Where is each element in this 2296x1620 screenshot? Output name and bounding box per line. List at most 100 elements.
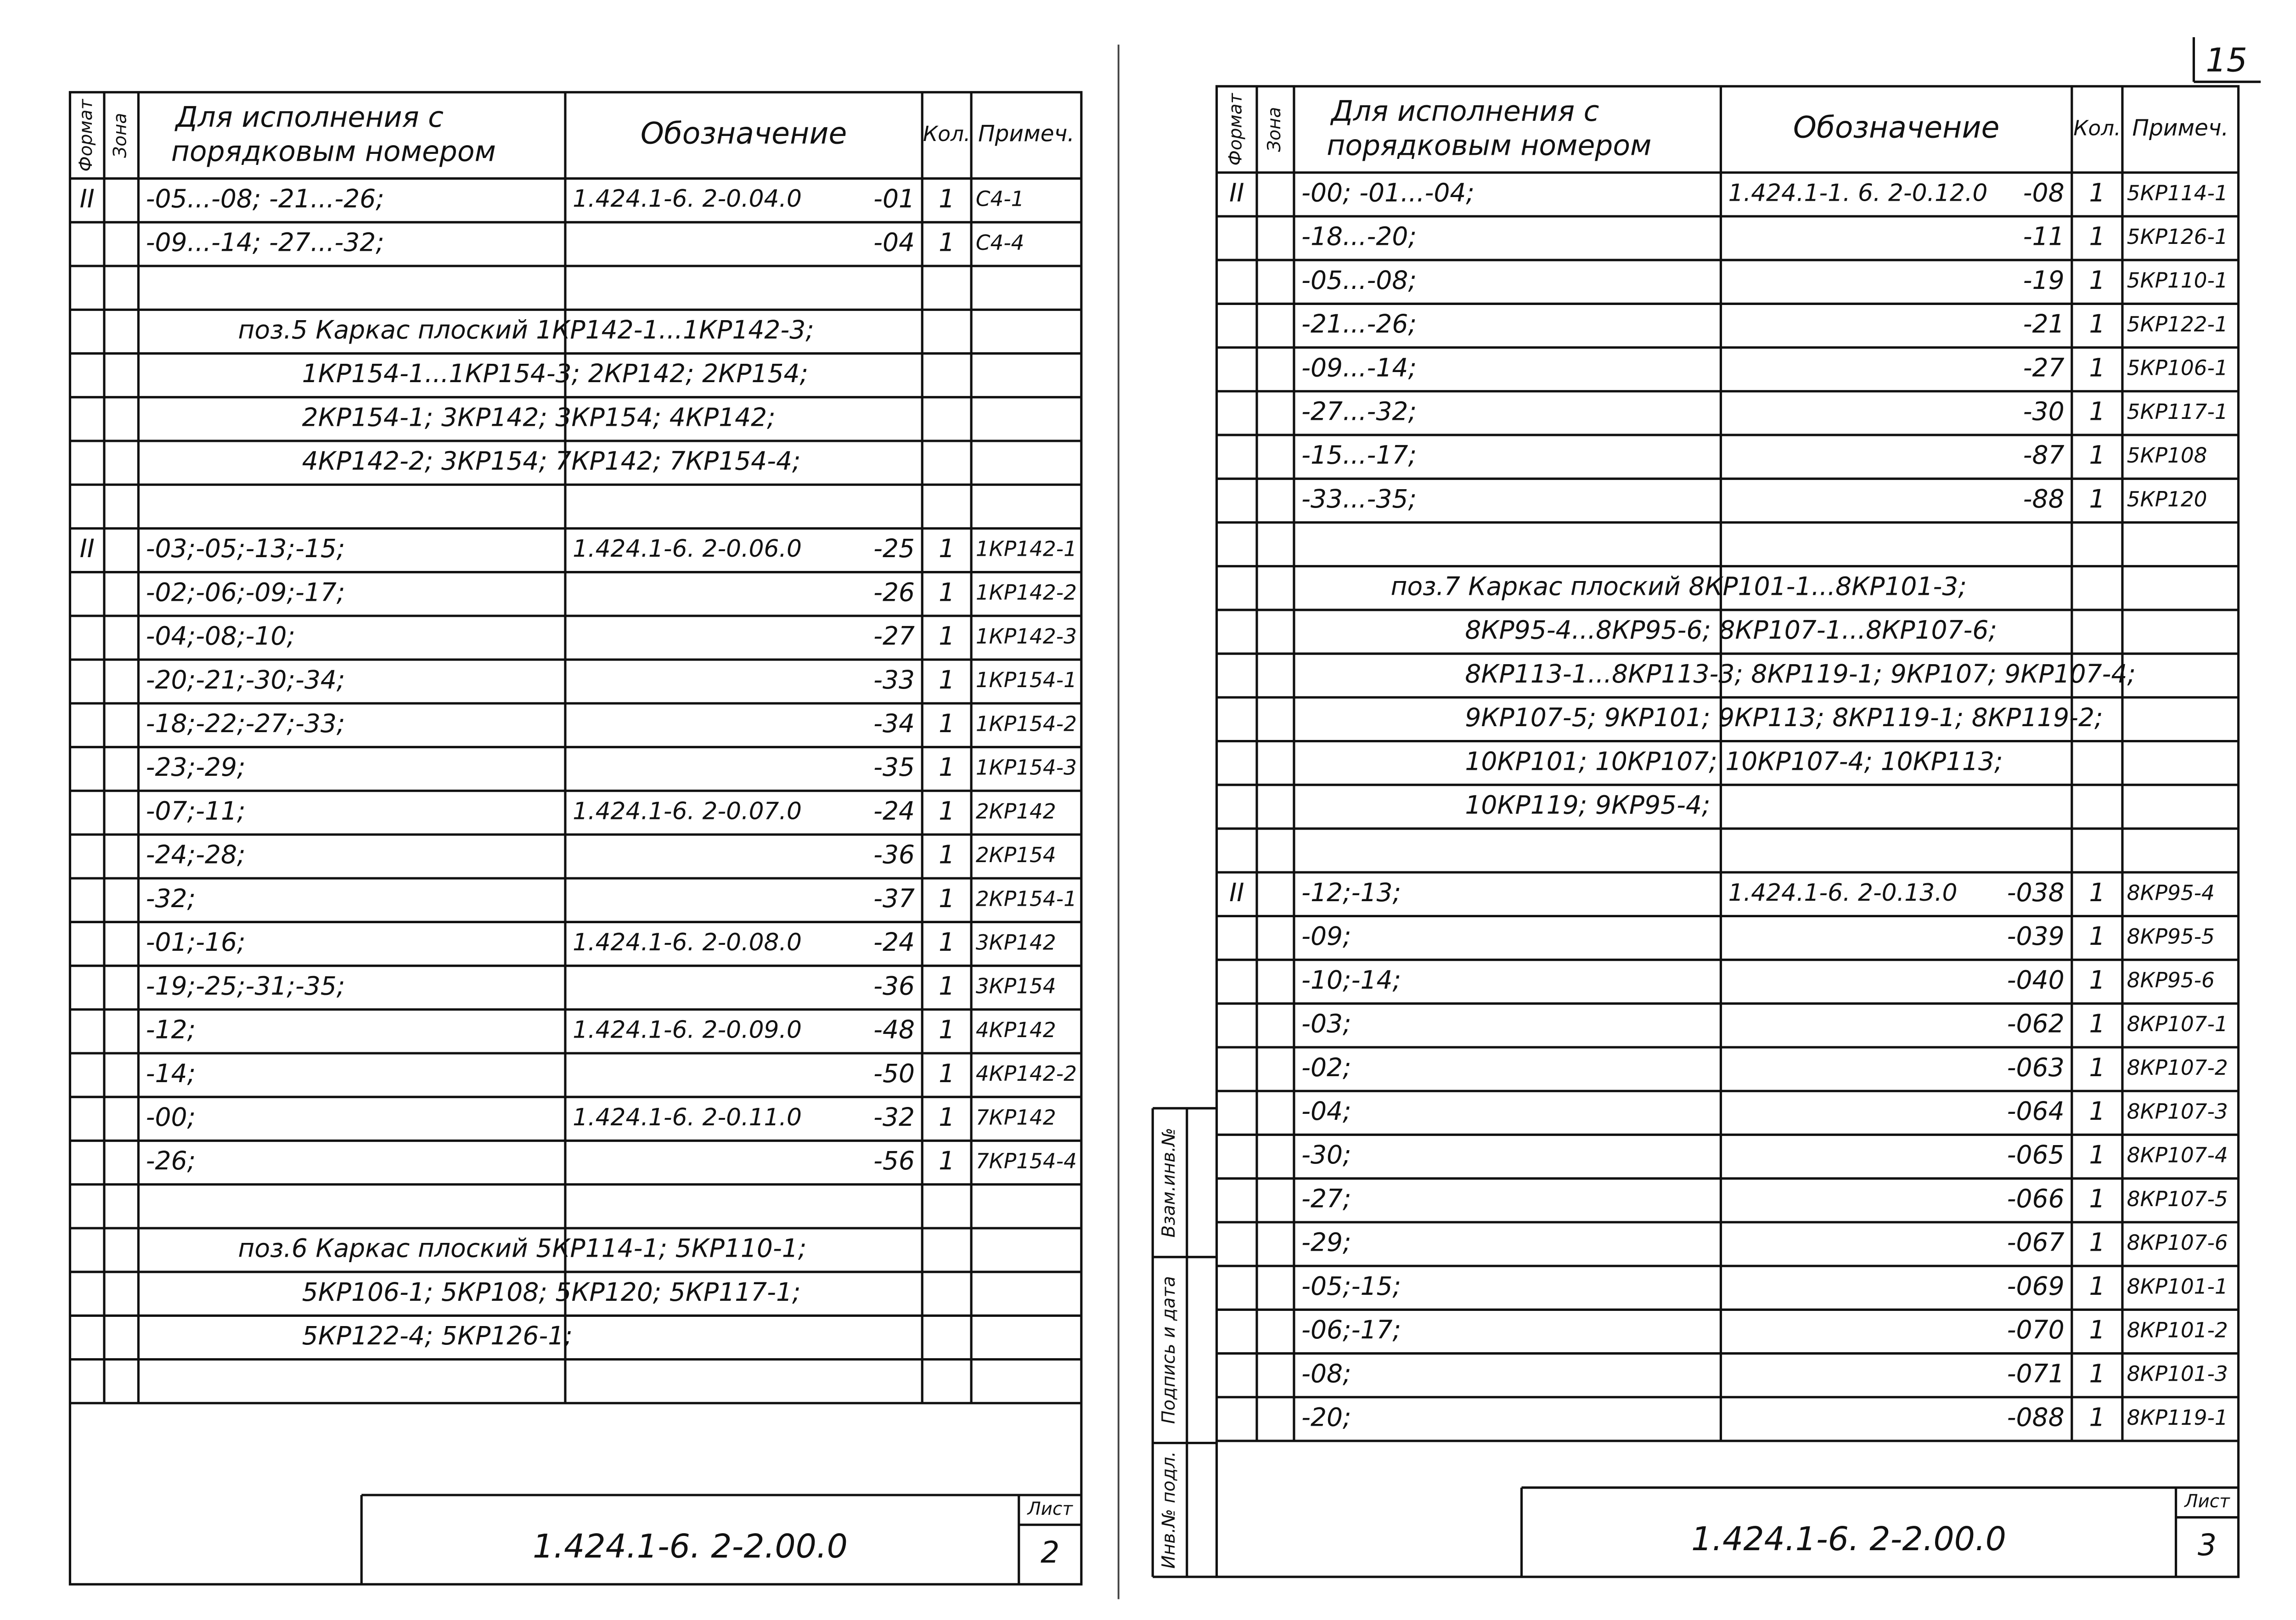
cell-exec: -19;-25;-31;-35; — [146, 971, 345, 1000]
cell-format: II — [1229, 178, 1244, 207]
cell-format: II — [1229, 878, 1244, 907]
position-line: 5КР106-1; 5КР108; 5КР120; 5КР117-1; — [302, 1277, 801, 1307]
cell-note: С4-4 — [976, 231, 1024, 255]
cell-qty: 1 — [939, 1015, 955, 1044]
cell-code: -19 — [2023, 265, 2065, 295]
sheet-number: 2 — [1041, 1535, 1059, 1570]
cell-designation: 1.424.1-6. 2-0.08.0 — [573, 929, 802, 956]
cell-note: 8КР101-3 — [2127, 1362, 2228, 1386]
cell-qty: 1 — [2089, 1359, 2105, 1388]
page-number: 15 — [2206, 41, 2247, 79]
cell-code: -066 — [2007, 1184, 2065, 1213]
cell-note: 8КР95-6 — [2127, 968, 2215, 993]
cell-qty: 1 — [2089, 178, 2105, 207]
cell-code: -24 — [873, 927, 915, 957]
cell-code: -34 — [873, 709, 915, 738]
cell-note: 8КР101-2 — [2127, 1318, 2228, 1343]
position-line: поз.5 Каркас плоский 1КР142-1...1КР142-3… — [238, 315, 814, 344]
position-line: 1КР154-1...1КР154-3; 2КР142; 2КР154; — [302, 359, 808, 388]
cell-exec: -05...-08; -21...-26; — [146, 184, 384, 213]
cell-exec: -10;-14; — [1301, 965, 1401, 994]
cell-note: 1КР142-2 — [976, 581, 1077, 605]
cell-code: -064 — [2007, 1096, 2065, 1126]
cell-code: -21 — [2023, 309, 2065, 339]
cell-code: -040 — [2007, 965, 2065, 994]
cell-exec: -05;-15; — [1301, 1271, 1401, 1301]
cell-exec: -12; — [146, 1015, 196, 1044]
cell-note: 7КР142 — [976, 1105, 1056, 1129]
position-line: 10КР119; 9КР95-4; — [1465, 790, 1710, 819]
cell-qty: 1 — [939, 1059, 955, 1088]
cell-note: 1КР142-1 — [976, 537, 1077, 561]
header-qty: Кол. — [2073, 116, 2121, 140]
cell-exec: -24;-28; — [146, 840, 246, 869]
cell-code: -070 — [2007, 1315, 2065, 1344]
cell-exec: -09; — [1301, 921, 1351, 951]
cell-exec: -14; — [146, 1059, 196, 1088]
cell-code: -24 — [873, 796, 915, 825]
stamp-label: Взам.инв.№ — [1159, 1128, 1179, 1237]
cell-qty: 1 — [2089, 309, 2105, 339]
cell-qty: 1 — [939, 927, 955, 957]
cell-code: -25 — [873, 534, 915, 563]
cell-qty: 1 — [939, 665, 955, 694]
cell-code: -87 — [2023, 440, 2065, 470]
cell-qty: 1 — [939, 534, 955, 563]
cell-code: -27 — [2023, 353, 2065, 382]
cell-code: -08 — [2023, 178, 2065, 207]
stamp-label: Подпись и дата — [1159, 1276, 1179, 1424]
cell-exec: -32; — [146, 884, 196, 913]
cell-note: 8КР95-5 — [2127, 925, 2215, 949]
cell-exec: -12;-13; — [1301, 878, 1401, 907]
cell-qty: 1 — [2089, 1184, 2105, 1213]
cell-format: II — [79, 534, 94, 563]
position-line: 2КР154-1; 3КР142; 3КР154; 4КР142; — [302, 402, 776, 432]
cell-code: -11 — [2023, 222, 2065, 251]
position-line: 5КР122-4; 5КР126-1; — [302, 1321, 573, 1350]
cell-note: 8КР101-1 — [2127, 1274, 2228, 1298]
cell-note: 5КР114-1 — [2127, 181, 2228, 205]
cell-qty: 1 — [939, 184, 955, 213]
cell-exec: -05...-08; — [1301, 265, 1417, 295]
cell-exec: -09...-14; — [1301, 353, 1417, 382]
cell-qty: 1 — [2089, 1053, 2105, 1082]
cell-qty: 1 — [939, 971, 955, 1000]
cell-code: -37 — [873, 884, 915, 913]
cell-code: -32 — [873, 1102, 915, 1132]
cell-exec: -02;-06;-09;-17; — [146, 577, 345, 607]
cell-note: 2КР142 — [976, 799, 1056, 824]
position-line: 8КР95-4...8КР95-6; 8КР107-1...8КР107-6; — [1465, 615, 1997, 645]
header-designation: Обозначение — [641, 116, 847, 151]
cell-designation: 1.424.1-6. 2-0.04.0 — [573, 185, 802, 213]
page-frame — [1215, 85, 2240, 1578]
cell-note: 5КР108 — [2127, 443, 2207, 468]
position-line: 10КР101; 10КР107; 10КР107-4; 10КР113; — [1465, 746, 2003, 776]
cell-exec: -07;-11; — [146, 796, 246, 825]
cell-qty: 1 — [939, 621, 955, 651]
cell-note: 4КР142-2 — [976, 1061, 1077, 1086]
cell-exec: -01;-16; — [146, 927, 246, 957]
header-exec: порядковым номером — [1327, 129, 1651, 162]
cell-note: 5КР126-1 — [2127, 225, 2228, 249]
cell-note: 8КР107-3 — [2127, 1099, 2228, 1123]
cell-code: -071 — [2007, 1359, 2065, 1388]
cell-note: 5КР117-1 — [2127, 400, 2228, 424]
cell-qty: 1 — [2089, 1140, 2105, 1169]
cell-qty: 1 — [2089, 222, 2105, 251]
position-line: 8КР113-1...8КР113-3; 8КР119-1; 9КР107; 9… — [1465, 659, 2136, 689]
cell-exec: -00; — [146, 1102, 196, 1132]
cell-exec: -27; — [1301, 1184, 1351, 1213]
cell-code: -062 — [2007, 1009, 2065, 1039]
cell-note: 2КР154 — [976, 843, 1056, 867]
cell-note: 5КР122-1 — [2127, 312, 2228, 336]
header-exec: Для исполнения с — [174, 101, 444, 134]
cell-exec: -03;-05;-13;-15; — [146, 534, 345, 563]
cell-exec: -20; — [1301, 1403, 1351, 1432]
cell-note: 7КР154-4 — [976, 1149, 1077, 1174]
cell-exec: -23;-29; — [146, 752, 246, 782]
cell-exec: -21...-26; — [1301, 309, 1417, 339]
cell-code: -088 — [2007, 1403, 2065, 1432]
